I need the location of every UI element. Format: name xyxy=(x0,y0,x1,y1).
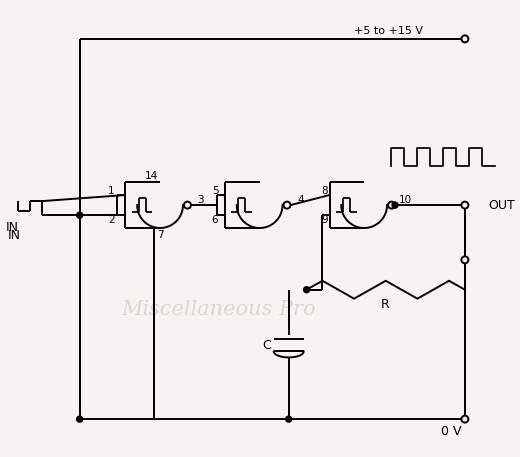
Text: 3: 3 xyxy=(198,195,204,205)
Text: 14: 14 xyxy=(145,171,158,181)
Text: C: C xyxy=(263,339,271,352)
Text: R: R xyxy=(381,298,389,311)
Text: +5 to +15 V: +5 to +15 V xyxy=(354,26,423,36)
Circle shape xyxy=(388,202,395,208)
Circle shape xyxy=(184,202,191,208)
Circle shape xyxy=(76,416,83,422)
Circle shape xyxy=(285,416,292,422)
Circle shape xyxy=(461,416,469,423)
Circle shape xyxy=(392,202,398,208)
Text: 5: 5 xyxy=(212,186,218,196)
Text: 7: 7 xyxy=(157,230,164,240)
Text: 1: 1 xyxy=(108,186,115,196)
Text: 0 V: 0 V xyxy=(441,425,461,438)
Circle shape xyxy=(76,212,83,218)
Text: 6: 6 xyxy=(212,215,218,225)
Circle shape xyxy=(461,256,469,263)
Circle shape xyxy=(461,202,469,208)
Text: IN: IN xyxy=(5,221,18,234)
Text: 9: 9 xyxy=(321,215,328,225)
Text: 2: 2 xyxy=(108,215,115,225)
Text: 10: 10 xyxy=(398,195,411,205)
Circle shape xyxy=(461,35,469,43)
Circle shape xyxy=(283,202,291,208)
Text: OUT: OUT xyxy=(488,199,514,212)
Circle shape xyxy=(304,287,309,293)
Text: Miscellaneous Pro: Miscellaneous Pro xyxy=(122,300,316,319)
Text: IN: IN xyxy=(7,228,20,242)
Circle shape xyxy=(462,416,468,422)
Text: 4: 4 xyxy=(297,195,304,205)
Text: 8: 8 xyxy=(321,186,328,196)
